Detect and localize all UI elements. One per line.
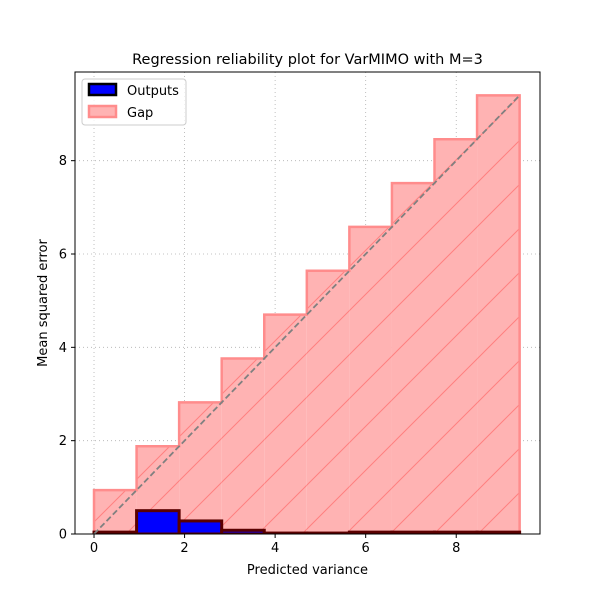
reference-line	[93, 94, 521, 534]
plot-frame	[74, 71, 541, 535]
gap-bar-hatch	[264, 314, 307, 534]
x-tick-label: 8	[452, 541, 460, 556]
gap-bar-hatch	[477, 95, 520, 534]
gap-bar-hatch	[221, 358, 265, 534]
x-tick-label: 4	[271, 541, 279, 556]
gap-bar-hatch	[391, 183, 435, 534]
gap-bar-hatch	[349, 226, 392, 534]
legend-label-outputs: Outputs	[127, 84, 179, 99]
outputs-bar	[177, 519, 224, 534]
x-tick-label: 0	[90, 541, 98, 556]
outputs-bar	[475, 530, 522, 534]
ticks: 0 2 4 6 8 0 2 4 6 8	[59, 154, 461, 556]
legend: Outputs Gap	[81, 78, 187, 126]
y-tick-label: 4	[59, 341, 67, 356]
outputs-bar	[220, 528, 266, 534]
gap-outline	[92, 94, 521, 534]
legend-swatch-outputs	[87, 82, 118, 97]
y-tick-label: 2	[59, 434, 67, 449]
y-tick-label: 6	[59, 248, 67, 263]
y-axis-label: Mean squared error	[36, 239, 51, 367]
x-tick-label: 6	[362, 541, 370, 556]
x-axis-label: Predicted variance	[247, 563, 368, 578]
legend-label-gap: Gap	[127, 106, 153, 121]
gap-bar-hatch	[306, 270, 350, 534]
outputs-bar	[135, 509, 181, 534]
gap-bar-hatch	[179, 402, 222, 534]
x-tick-label: 2	[180, 541, 188, 556]
chart-title: Regression reliability plot for VarMIMO …	[132, 52, 483, 68]
y-tick-label: 0	[59, 528, 67, 543]
reference-line-layer	[93, 94, 521, 534]
bars	[92, 94, 522, 534]
legend-swatch-gap	[87, 104, 118, 119]
gap-bar-hatch	[434, 139, 478, 534]
y-tick-label: 8	[59, 154, 67, 169]
